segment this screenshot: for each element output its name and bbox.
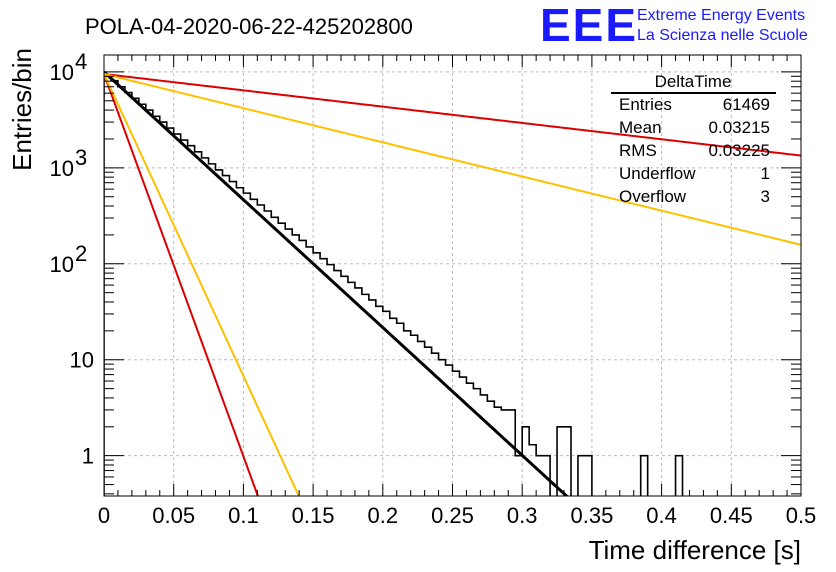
stats-value-rms: 0.03225 bbox=[709, 141, 770, 160]
x-axis-title: Time difference [s] bbox=[589, 535, 801, 565]
stats-label-overflow: Overflow bbox=[619, 187, 687, 206]
logo-line2: La Scienza nelle Scuole bbox=[637, 27, 808, 44]
fit-curve-1 bbox=[104, 70, 569, 496]
stats-box: DeltaTime Entries 61469 Mean 0.03215 RMS… bbox=[611, 72, 776, 206]
stats-label-rms: RMS bbox=[619, 141, 657, 160]
y-tick-label: 10 bbox=[50, 252, 74, 277]
fit-curve-3 bbox=[104, 73, 300, 496]
y-tick-label: 10 bbox=[50, 156, 74, 181]
x-tick-label: 0.3 bbox=[507, 503, 538, 528]
x-tick-label: 0.25 bbox=[431, 503, 474, 528]
stats-value-overflow: 3 bbox=[761, 187, 770, 206]
x-tick-label: 0.4 bbox=[646, 503, 677, 528]
stats-value-underflow: 1 bbox=[761, 164, 770, 183]
y-tick-label: 10 bbox=[50, 60, 74, 85]
axes: 0 0.05 0.1 0.15 0.2 0.25 0.3 0.35 0.4 0.45 0.5 1 10 1… bbox=[50, 49, 817, 528]
chart-title: POLA-04-2020-06-22-425202800 bbox=[85, 14, 413, 39]
y-tick-label: 1 bbox=[82, 444, 94, 469]
histogram-outline bbox=[104, 75, 684, 496]
grid bbox=[104, 55, 801, 496]
x-tick-label: 0.5 bbox=[786, 503, 817, 528]
logo-mark: EEE bbox=[540, 0, 638, 51]
eee-logo: EEE Extreme Energy Events La Scienza nel… bbox=[540, 0, 808, 51]
x-tick-label: 0.45 bbox=[710, 503, 753, 528]
x-tick-label: 0 bbox=[98, 503, 110, 528]
x-tick-label: 0.1 bbox=[228, 503, 259, 528]
fit-curve-2 bbox=[104, 73, 259, 496]
histogram bbox=[104, 75, 684, 496]
logo-line1: Extreme Energy Events bbox=[637, 7, 805, 24]
stats-title: DeltaTime bbox=[655, 72, 732, 91]
stats-label-entries: Entries bbox=[619, 95, 672, 114]
y-tick-exponent: 3 bbox=[75, 145, 87, 170]
fit-curve-5 bbox=[104, 73, 801, 246]
stats-label-underflow: Underflow bbox=[619, 164, 696, 183]
y-tick-exponent: 2 bbox=[75, 241, 87, 266]
x-tick-label: 0.15 bbox=[292, 503, 335, 528]
y-tick-exponent: 4 bbox=[75, 49, 87, 74]
stats-label-mean: Mean bbox=[619, 118, 662, 137]
y-tick-label: 10 bbox=[70, 348, 94, 373]
x-tick-label: 0.35 bbox=[570, 503, 613, 528]
fit-curves bbox=[104, 70, 801, 496]
x-tick-label: 0.05 bbox=[152, 503, 195, 528]
stats-value-entries: 61469 bbox=[723, 95, 770, 114]
stats-value-mean: 0.03215 bbox=[709, 118, 770, 137]
y-axis-title: Entries/bin bbox=[7, 48, 37, 171]
fit-curve-4 bbox=[104, 73, 801, 157]
x-tick-label: 0.2 bbox=[368, 503, 399, 528]
